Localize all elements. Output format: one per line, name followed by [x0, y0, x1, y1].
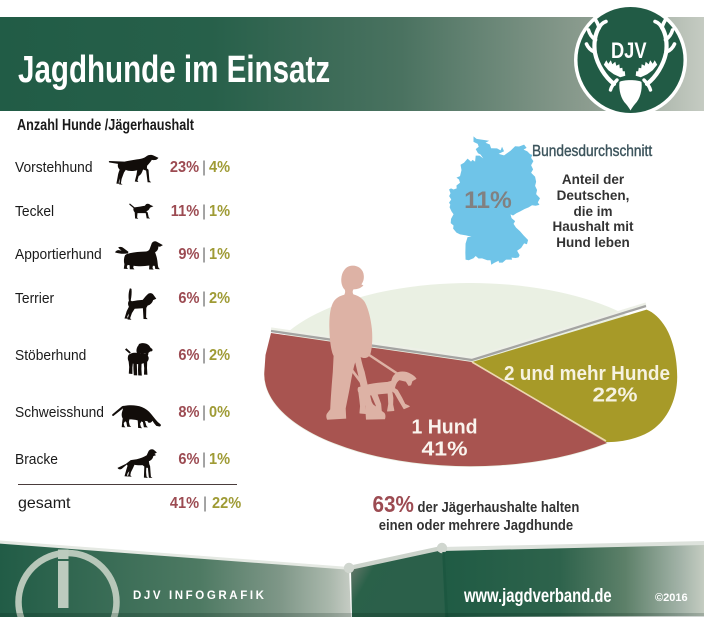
svg-text:22%: 22% — [593, 384, 638, 407]
svg-text:1 Hund: 1 Hund — [412, 417, 478, 439]
svg-text:41%: 41% — [422, 439, 468, 461]
svg-text:2 und mehr Hunde: 2 und mehr Hunde — [504, 362, 670, 385]
